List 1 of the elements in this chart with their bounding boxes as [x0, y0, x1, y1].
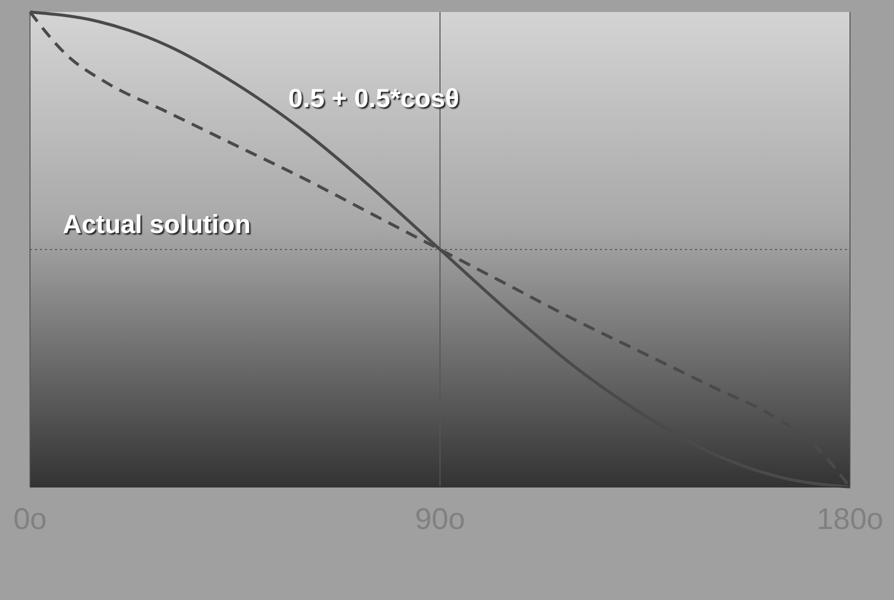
annotation: Actual solution — [62, 208, 251, 239]
